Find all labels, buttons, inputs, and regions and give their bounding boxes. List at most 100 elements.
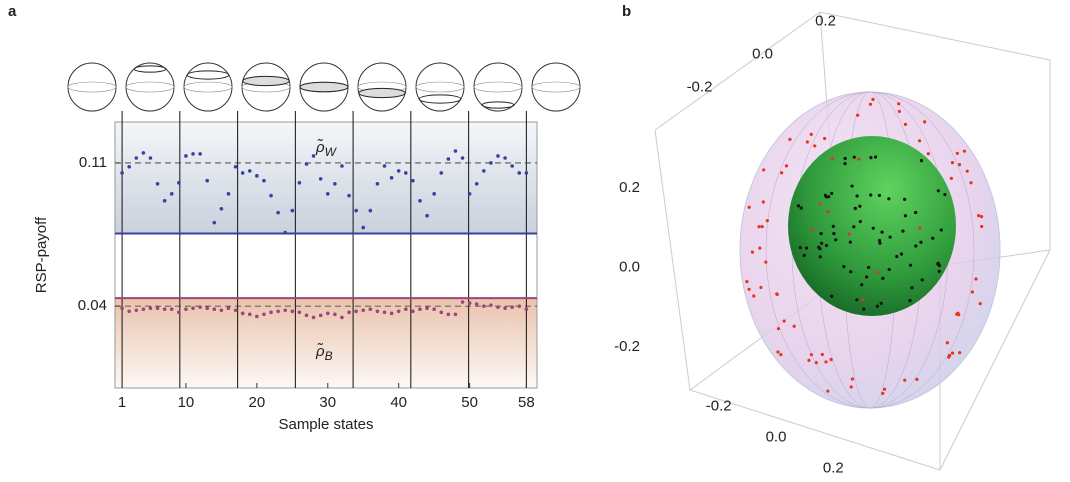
point [177,180,181,185]
decor-point [853,206,857,210]
decor-point [848,240,852,244]
sphere-icon [531,62,581,112]
point [205,178,210,183]
decor-point [897,102,901,106]
decor-point [887,267,891,272]
point [325,311,330,316]
point [240,171,245,175]
decor-point [937,269,941,273]
point [425,306,429,311]
decor-point [875,270,879,274]
decor-point [830,191,834,195]
sphere-icon [357,62,407,112]
point [283,230,288,235]
decor-point [847,232,851,236]
point [184,307,188,312]
decor-point [823,136,827,141]
decor-point [747,287,751,291]
point [432,192,436,196]
point [325,192,330,196]
decor-point [764,260,768,264]
sphere-latitude [186,70,230,80]
decor-point [796,204,801,208]
decor-point [857,157,861,161]
point [318,313,323,318]
decor-point [895,254,899,259]
point [453,149,458,153]
point [482,169,486,173]
decor-point [775,292,779,296]
decor-point [875,304,879,308]
point [276,309,280,314]
decor-point [824,243,829,248]
decor-point [903,122,908,126]
sphere-latitude [299,81,349,93]
point [347,310,351,315]
panel-label: a [8,3,17,20]
point [191,306,195,311]
point [375,181,380,186]
point [141,151,146,155]
decor-point [850,184,854,188]
decor-point [759,285,763,290]
point [219,308,224,313]
point [496,305,500,309]
x-tick-label: 50 [461,394,478,411]
sphere-equator [473,81,523,93]
decor-point [799,206,803,210]
point [425,213,429,218]
sphere-icon [67,62,117,112]
point [460,156,465,160]
point [162,307,167,312]
point [496,154,500,158]
point [403,171,408,175]
sphere-icon [415,62,465,112]
sphere-latitude [133,65,167,73]
point [446,157,451,161]
decor-point [970,290,974,294]
decor-point [873,155,878,159]
axis-tick-label: -0.2 [706,397,732,414]
decor-point [834,238,838,242]
point [304,313,309,318]
decor-point [903,378,907,382]
point [354,208,358,213]
point [439,310,444,315]
decor-point [818,255,822,259]
decor-point [782,319,786,323]
decor-point [824,360,828,364]
sphere-icon [241,62,291,112]
point [120,171,124,175]
decor-point [877,238,882,243]
point [460,300,465,304]
point [269,310,273,315]
decor-point [788,137,792,141]
axis-tick-label: 0.0 [766,428,787,445]
x-tick-label: 10 [178,394,195,411]
point [517,171,522,175]
point [333,312,337,317]
decor-point [965,169,969,173]
decor-point [878,241,882,245]
point [177,310,181,315]
decor-point [882,387,887,391]
sphere-latitude [358,87,406,99]
decor-point [776,327,781,331]
decor-point [899,252,904,256]
decor-point [919,159,924,163]
decor-point [978,302,982,306]
point [347,193,351,198]
y-tick-label: 0.04 [78,297,107,314]
point [368,208,373,213]
decor-point [865,275,869,279]
decor-point [958,351,962,355]
decor-point [852,155,856,159]
decor-point [792,324,796,328]
point [297,180,302,185]
point [333,181,337,186]
decor-point [910,286,914,290]
point [503,156,507,160]
decor-point [914,210,918,215]
decor-point [936,261,940,266]
